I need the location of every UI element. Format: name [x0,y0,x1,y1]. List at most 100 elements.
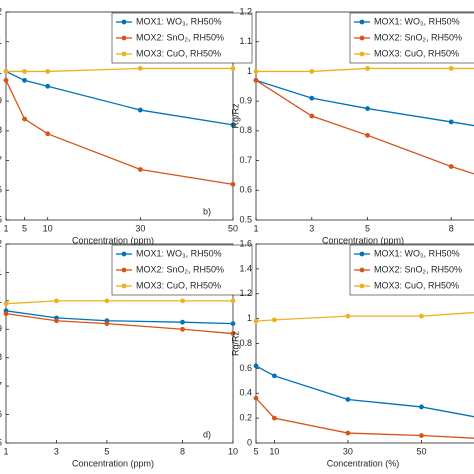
data-point [180,326,185,332]
y-tick-label: 0 [247,437,252,447]
legend-label: MOX3: CuO, RH50% [374,48,459,58]
y-tick-label: 1 [247,313,252,323]
y-tick-label: 1 [247,66,252,76]
x-axis-label: Concentration (%) [327,458,400,468]
panel-label: d) [203,429,211,439]
y-tick-label: 0.5 [0,437,2,447]
y-tick-label: 1.1 [239,36,252,46]
y-tick-label: 1 [0,295,2,305]
x-tick-label: 30 [135,223,145,233]
data-point [365,132,370,138]
axes-box [5,243,234,444]
data-point [448,119,454,125]
y-tick-label: 0.6 [239,185,252,195]
data-point [345,430,351,436]
legend-marker [359,267,365,273]
y-tick-label: 0.2 [239,413,252,423]
data-point [180,319,185,325]
y-tick-label: 0.7 [0,155,2,165]
data-point [230,181,236,187]
legend-marker [359,251,365,257]
data-point [104,298,110,304]
legend-marker [359,35,365,41]
x-tick-label: 1 [253,223,258,233]
legend-label: MOX3: CuO, RH50% [136,48,221,58]
x-tick-label: 30 [343,446,353,456]
legend-label: MOX2: SnO₂, RH50% [136,32,224,42]
x-axis-label: Concentration (ppm) [322,235,404,245]
data-point [3,311,9,317]
y-tick-label: 0.6 [0,409,2,419]
legend-box [349,244,474,296]
legend-label: MOX2: SnO₂, RH50% [374,32,462,42]
data-point [309,113,315,119]
data-point [271,317,277,323]
y-tick-label: 1.1 [0,36,2,46]
data-point [448,164,454,169]
y-axis-label: Rg/Rz [230,103,240,129]
legend-label: MOX2: SnO₂, RH50% [136,264,224,274]
x-tick-label: 50 [416,446,426,456]
data-point [365,106,370,111]
y-axis-label: Rg/Rz [230,331,240,357]
data-point [419,404,424,410]
data-point [345,397,351,402]
data-point [365,66,370,71]
data-point [230,298,236,304]
data-point [22,69,27,74]
legend-label: MOX3: CuO, RH50% [374,280,459,290]
y-tick-label: 0.9 [239,96,252,106]
y-tick-label: 0.8 [0,125,2,135]
legend-box [349,12,474,64]
legend-box [111,244,253,296]
x-tick-label: 5 [365,223,370,233]
legend-marker [121,251,127,257]
axes-box [255,11,474,221]
legend-label: MOX2: SnO₂, RH50% [374,264,462,274]
y-tick-label: 1.1 [0,267,2,277]
data-point [22,77,27,83]
data-point [137,66,143,71]
x-tick-label: 10 [269,446,279,456]
y-tick-label: 0.9 [0,324,2,334]
data-point [419,433,424,438]
x-tick-label: 5 [253,446,258,456]
y-tick-label: 0.8 [239,125,252,135]
data-point [448,66,454,71]
data-point [253,69,259,74]
y-tick-label: 1.2 [0,238,2,248]
y-tick-label: 1.2 [239,6,252,16]
data-point [45,83,51,89]
y-tick-label: 0.5 [239,214,252,224]
legend-marker [359,51,365,57]
data-point [45,69,51,74]
legend-marker [121,267,127,273]
data-point [309,69,315,74]
data-point [180,298,185,304]
y-tick-label: 0.4 [239,388,252,398]
data-point [54,318,59,324]
data-point [137,107,143,113]
data-point [309,95,315,101]
data-point [271,415,277,421]
y-tick-label: 1.4 [239,263,252,273]
data-point [3,69,9,74]
legend-label: MOX1: WO₃, RH50% [374,248,460,258]
legend-marker [359,19,365,25]
legend-box [111,12,253,64]
x-tick-label: 8 [449,223,454,233]
x-tick-label: 5 [104,446,109,456]
data-point [22,116,27,122]
legend-label: MOX1: WO₃, RH50% [136,248,222,258]
panel-label: b) [203,206,211,216]
data-point [253,395,259,401]
data-point [230,331,236,336]
legend-marker [121,283,127,289]
data-point [54,298,59,304]
y-tick-label: 1.2 [239,288,252,298]
legend-marker [121,35,127,41]
data-point [230,122,236,128]
